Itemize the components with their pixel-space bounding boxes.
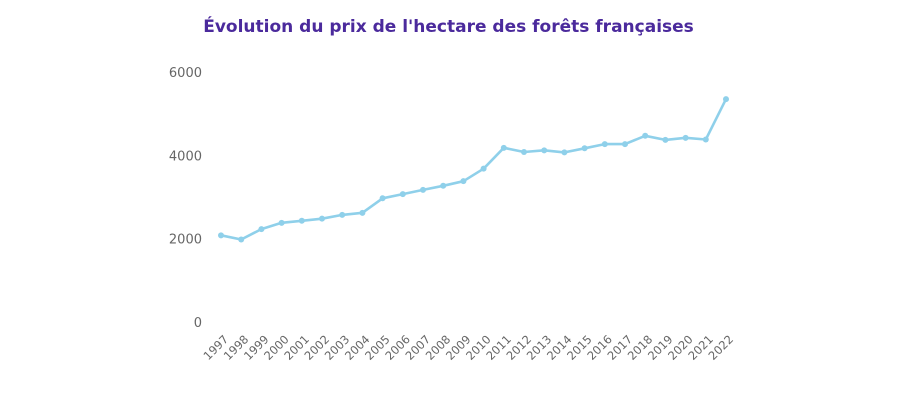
y-axis: 0 2000 4000 6000 bbox=[169, 66, 202, 331]
data-point bbox=[339, 211, 346, 218]
chart-title: Évolution du prix de l'hectare des forêt… bbox=[203, 17, 694, 37]
data-point bbox=[480, 165, 487, 172]
y-tick-label: 6000 bbox=[169, 66, 202, 81]
data-point bbox=[561, 149, 568, 156]
data-point bbox=[379, 195, 386, 202]
data-point bbox=[642, 132, 649, 139]
data-point bbox=[662, 136, 669, 143]
data-point bbox=[218, 232, 224, 239]
data-point bbox=[420, 186, 426, 193]
data-point bbox=[581, 145, 588, 152]
data-point bbox=[319, 215, 325, 222]
data-point bbox=[601, 141, 608, 148]
data-point bbox=[278, 219, 285, 226]
x-axis: 1997199819992000200120022003200420052006… bbox=[201, 332, 737, 363]
data-point bbox=[521, 149, 527, 155]
series-price bbox=[218, 96, 729, 243]
y-tick-label: 4000 bbox=[169, 149, 202, 164]
data-point bbox=[682, 134, 689, 141]
series-line bbox=[220, 98, 728, 241]
data-point bbox=[298, 217, 305, 224]
data-point bbox=[440, 182, 447, 189]
data-point bbox=[460, 178, 467, 185]
y-tick-label: 2000 bbox=[169, 233, 202, 248]
data-point bbox=[723, 96, 729, 103]
data-point bbox=[399, 191, 406, 198]
data-point bbox=[359, 209, 366, 216]
y-tick-label: 0 bbox=[194, 316, 202, 331]
data-point bbox=[702, 136, 709, 143]
data-point bbox=[541, 147, 548, 154]
data-point bbox=[238, 236, 245, 243]
data-point bbox=[258, 226, 265, 233]
data-point bbox=[500, 144, 507, 151]
data-point bbox=[622, 141, 628, 148]
